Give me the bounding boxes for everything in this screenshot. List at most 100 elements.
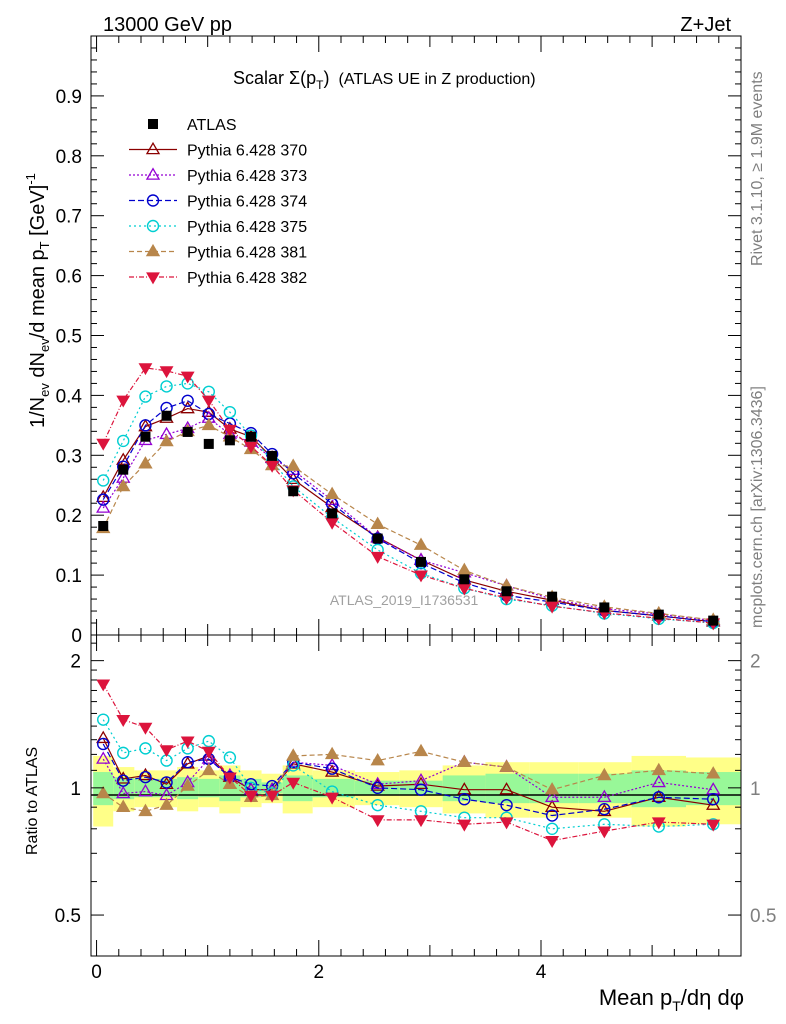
triangle-marker <box>457 754 472 767</box>
circle-marker <box>139 770 152 784</box>
triangle-marker <box>138 803 153 817</box>
series-line <box>102 382 714 624</box>
triangle-marker <box>544 782 560 795</box>
triangle-down-marker <box>222 772 237 785</box>
square-marker <box>267 450 278 461</box>
triangle-down-marker <box>146 272 160 285</box>
triangle-down-marker <box>96 438 111 451</box>
circle-marker <box>707 793 720 806</box>
plot-title: Scalar Σ(pT) (ATLAS UE in Z production) <box>233 68 536 92</box>
triangle-down-marker <box>325 517 340 530</box>
square-marker <box>459 574 470 585</box>
triangle-down-marker <box>414 570 428 583</box>
y-tick-label: 0.5 <box>56 327 82 348</box>
triangle-down-marker <box>244 790 258 803</box>
square-marker <box>288 486 299 497</box>
ratio-frame <box>90 634 742 957</box>
triangle-marker <box>597 767 612 781</box>
ratio-line <box>102 738 714 812</box>
triangle-marker <box>159 797 174 810</box>
triangle-down-marker <box>159 745 174 758</box>
triangle-marker <box>96 751 111 764</box>
square-marker <box>224 435 235 446</box>
ratio-series-5 <box>96 679 721 848</box>
triangle-marker <box>544 799 560 812</box>
triangle-marker <box>138 456 153 469</box>
triangle-marker <box>324 486 340 500</box>
square-marker <box>161 410 172 421</box>
circle-marker <box>117 774 130 787</box>
triangle-down-marker <box>116 395 131 408</box>
circle-marker <box>97 737 110 751</box>
square-marker <box>98 520 109 531</box>
ratio-line <box>102 719 714 830</box>
triangle-down-marker <box>325 792 340 805</box>
triangle-marker <box>116 478 131 492</box>
triangle-down-marker <box>116 715 131 727</box>
rivet-label: Rivet 3.1.10, ≥ 1.9M events <box>749 71 766 266</box>
square-marker <box>246 431 256 442</box>
ratio-y-tick-label: 1 <box>70 779 81 800</box>
circle-marker <box>414 783 428 796</box>
circle-marker <box>181 756 194 769</box>
triangle-marker <box>413 776 429 789</box>
square-marker <box>708 615 719 626</box>
triangle-marker <box>597 789 612 803</box>
triangle-marker <box>116 452 131 465</box>
triangle-down-marker <box>138 722 153 735</box>
circle-marker <box>97 474 110 487</box>
series-5 <box>96 363 721 631</box>
circle-marker <box>117 746 130 760</box>
circle-marker <box>598 803 611 816</box>
y-tick-label: 0.2 <box>56 506 82 527</box>
triangle-marker <box>457 562 472 576</box>
triangle-marker <box>651 774 666 788</box>
series-line <box>102 400 714 623</box>
y-tick-label: 0.8 <box>56 147 82 168</box>
triangle-down-marker <box>265 460 280 473</box>
circle-marker <box>139 390 152 403</box>
triangle-down-marker <box>370 815 385 828</box>
legend-label: Pythia 6.428 373 <box>187 168 307 185</box>
analysis-watermark: ATLAS_2019_I1736531 <box>330 592 479 608</box>
ratio-series-2 <box>97 737 720 822</box>
series-line <box>102 417 714 622</box>
triangle-marker <box>145 243 161 257</box>
mcplots-label: mcplots.cern.ch [arXiv:1306.3436] <box>749 386 766 628</box>
triangle-marker <box>180 778 195 791</box>
main-panel: 0 0.1 0.2 0.3 0.4 0.5 0.6 0.7 0.8 0.9 ATLAS_2019_… <box>23 35 742 647</box>
triangle-down-marker <box>545 601 560 614</box>
series-line <box>102 407 714 623</box>
circle-marker <box>545 809 559 822</box>
circle-marker <box>223 751 237 764</box>
ratio-panel: 0 2 4 0.5 1 2 0.5 1 2 Ratio to ATLAS Mean pT/dη … <box>24 634 776 1014</box>
circle-marker <box>371 781 384 795</box>
triangle-down-marker <box>96 679 111 692</box>
inner-band <box>485 773 530 804</box>
triangle-down-marker <box>651 817 666 830</box>
series-line <box>102 367 714 624</box>
triangle-down-marker <box>159 366 174 379</box>
triangle-down-marker <box>222 424 237 437</box>
triangle-down-marker <box>138 363 153 376</box>
triangle-marker <box>370 752 385 766</box>
legend-label: Pythia 6.428 381 <box>187 245 307 262</box>
square-marker <box>140 431 151 442</box>
triangle-down-marker <box>180 736 195 749</box>
square-marker <box>653 609 664 620</box>
triangle-marker <box>499 759 514 772</box>
triangle-marker <box>138 767 153 781</box>
triangle-marker <box>706 766 721 779</box>
main-y-label: 1/Nev dNev/d mean pT [GeV]-1 <box>23 173 52 428</box>
triangle-marker <box>138 783 153 797</box>
atlas-points <box>98 410 719 626</box>
square-marker <box>416 556 426 567</box>
circle-marker <box>223 405 237 419</box>
circle-marker <box>97 493 110 506</box>
circle-marker <box>202 734 215 748</box>
triangle-down-marker <box>201 395 216 408</box>
triangle-marker <box>159 433 174 447</box>
circle-marker <box>500 798 513 812</box>
triangle-marker <box>413 743 429 757</box>
legend-label: Pythia 6.428 374 <box>187 194 307 211</box>
